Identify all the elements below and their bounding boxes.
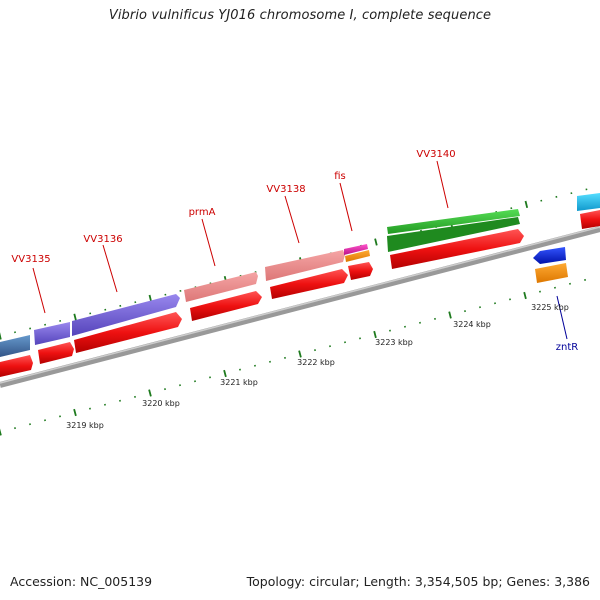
scale-label-3219: 3219 kbp <box>66 421 104 430</box>
feature-salmon-vv3138[interactable] <box>265 250 345 281</box>
feature-blue-zntr[interactable] <box>533 247 566 264</box>
outer-ring-major-tick <box>0 332 2 340</box>
gene-label-prma[interactable]: prmA <box>189 207 216 218</box>
leader-zntr <box>556 295 568 340</box>
inner-ring-major-tick <box>298 350 302 358</box>
gene-label-vv3140[interactable]: VV3140 <box>416 149 455 160</box>
scale-label-3225: 3225 kbp <box>531 303 569 312</box>
scale-label-3220: 3220 kbp <box>142 399 180 408</box>
cds-arrow-2[interactable] <box>38 342 74 364</box>
leader-prma <box>201 218 216 267</box>
feature-steelblue[interactable] <box>0 335 30 357</box>
feature-salmon-prma[interactable] <box>184 272 258 302</box>
feature-orange-small[interactable] <box>345 250 370 262</box>
feature-purple-vv3135[interactable] <box>34 322 70 345</box>
accession-text: Accession: NC_005139 <box>10 574 153 589</box>
cds-arrow-6[interactable] <box>348 262 373 280</box>
inner-ring-minor-tick <box>584 278 587 281</box>
gene-label-vv3138[interactable]: VV3138 <box>266 184 305 195</box>
gene-labels: VV3135 VV3136 prmA VV3138 fis VV3140 znt… <box>11 149 578 353</box>
scale-label-3222: 3222 kbp <box>297 358 335 367</box>
feature-green-vv3140-top[interactable] <box>387 209 520 234</box>
scale-label-3223: 3223 kbp <box>375 338 413 347</box>
inner-ring-major-tick <box>148 389 152 397</box>
gene-label-fis[interactable]: fis <box>334 171 346 182</box>
outer-ring-major-tick <box>524 200 529 209</box>
gene-label-vv3135[interactable]: VV3135 <box>11 254 50 265</box>
feature-purple-vv3136[interactable] <box>72 294 180 336</box>
topology-text: Topology: circular; Length: 3,354,505 bp… <box>246 574 590 589</box>
scale-label-3221: 3221 kbp <box>220 378 258 387</box>
map-title: Vibrio vulnificus YJ016 chromosome I, co… <box>108 8 492 23</box>
cds-arrow-3[interactable] <box>74 312 182 353</box>
cds-arrow-4[interactable] <box>190 291 262 321</box>
inner-ring-major-tick <box>0 428 2 436</box>
forward-strand-features <box>0 193 600 357</box>
inner-ring-major-tick <box>523 291 527 300</box>
gene-label-zntr[interactable]: zntR <box>556 342 579 353</box>
gene-label-vv3136[interactable]: VV3136 <box>83 234 122 245</box>
backbone-ring-highlight <box>0 226 600 384</box>
leader-vv3138 <box>284 195 300 244</box>
cds-arrow-5[interactable] <box>270 269 348 299</box>
label-leaders <box>32 160 568 340</box>
feature-cyan-edge[interactable] <box>577 193 600 211</box>
feature-green-vv3140[interactable] <box>387 217 520 252</box>
cds-arrow-7[interactable] <box>390 229 524 269</box>
scale-labels: 3219 kbp 3220 kbp 3221 kbp 3222 kbp 3223… <box>66 303 569 430</box>
inner-ring-major-tick <box>448 311 452 319</box>
leader-vv3136 <box>102 244 118 293</box>
inner-ring-major-tick <box>223 369 227 378</box>
feature-magenta-fis[interactable] <box>344 244 368 255</box>
backbone-ring <box>0 226 600 388</box>
inner-ring-major-tick <box>73 408 77 417</box>
outer-ring-major-tick <box>374 238 378 246</box>
leader-fis <box>339 182 353 232</box>
outer-ring-major-tick <box>73 313 77 321</box>
inner-scale-ring <box>0 278 587 436</box>
cds-features <box>0 210 600 377</box>
cds-arrow-1[interactable] <box>0 355 33 377</box>
scale-label-3224: 3224 kbp <box>453 320 491 329</box>
inner-ring-major-tick <box>373 330 377 339</box>
leader-vv3135 <box>32 267 46 314</box>
feature-orange-zntr[interactable] <box>535 263 568 283</box>
leader-vv3140 <box>436 160 449 209</box>
cds-arrow-8[interactable] <box>580 210 600 229</box>
reverse-strand-features <box>533 247 568 283</box>
